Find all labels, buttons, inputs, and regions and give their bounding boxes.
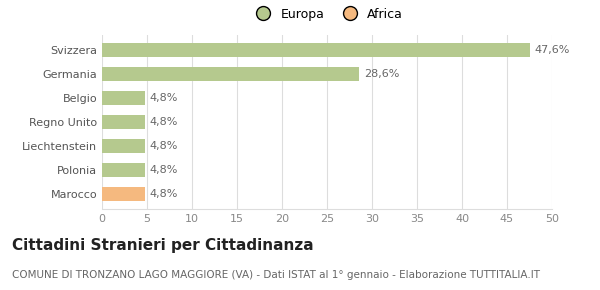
Text: 4,8%: 4,8% [150,117,178,127]
Text: COMUNE DI TRONZANO LAGO MAGGIORE (VA) - Dati ISTAT al 1° gennaio - Elaborazione : COMUNE DI TRONZANO LAGO MAGGIORE (VA) - … [12,270,540,280]
Text: Cittadini Stranieri per Cittadinanza: Cittadini Stranieri per Cittadinanza [12,238,314,253]
Bar [102,67,359,81]
Text: 47,6%: 47,6% [535,45,570,55]
Bar [102,43,530,57]
Bar [102,186,145,201]
Text: 4,8%: 4,8% [150,165,178,175]
Legend: Europa, Africa: Europa, Africa [246,3,408,26]
Text: 4,8%: 4,8% [150,189,178,199]
Text: 28,6%: 28,6% [364,69,399,79]
Bar [102,162,145,177]
Text: 4,8%: 4,8% [150,141,178,151]
Bar [102,139,145,153]
Bar [102,91,145,105]
Bar [102,115,145,129]
Text: 4,8%: 4,8% [150,93,178,103]
